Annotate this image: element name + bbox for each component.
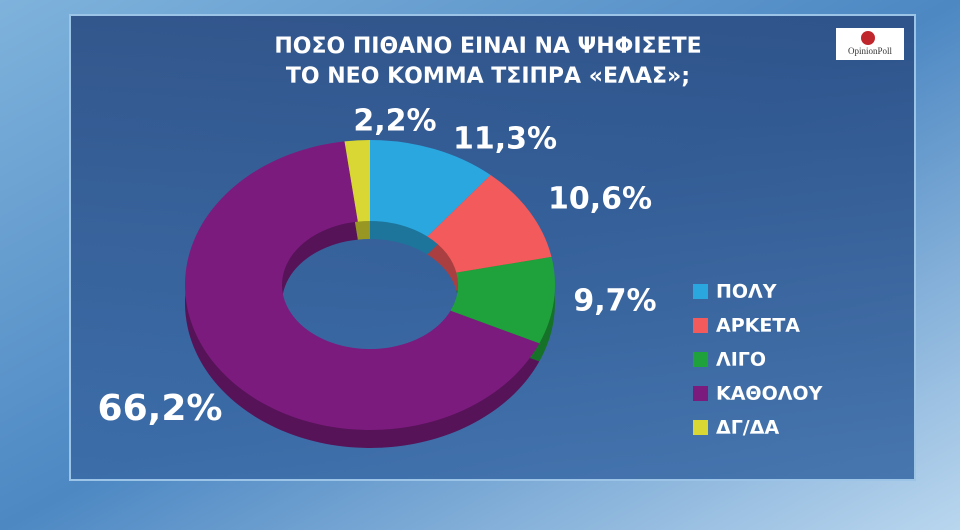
logo-text: OpinionPoll <box>848 46 893 56</box>
slice <box>370 140 491 237</box>
value-label: 10,6% <box>548 182 652 217</box>
slice <box>427 175 552 273</box>
donut <box>185 140 556 448</box>
legend-swatch <box>693 284 708 299</box>
logo-mark <box>861 31 875 45</box>
value-label: 2,2% <box>353 104 436 139</box>
value-label: 11,3% <box>453 122 557 157</box>
chart-title: ΠΟΣΟ ΠΙΘΑΝΟ ΕΙΝΑΙ ΝΑ ΨΗΦΙΣΕΤΕ <box>274 34 701 59</box>
chart-title: ΤΟ ΝΕΟ ΚΟΜΜΑ ΤΣΙΠΡΑ «ΕΛΑΣ»; <box>286 64 690 89</box>
legend-swatch <box>693 420 708 435</box>
legend-swatch <box>693 352 708 367</box>
legend-label: ΔΓ/ΔΑ <box>716 417 779 439</box>
slice <box>185 141 540 430</box>
legend-label: ΠΟΛΥ <box>716 281 777 303</box>
legend-swatch <box>693 318 708 333</box>
legend-swatch <box>693 386 708 401</box>
legend-label: ΚΑΘΟΛΟΥ <box>716 383 823 405</box>
slice <box>450 256 556 344</box>
legend-label: ΑΡΚΕΤΑ <box>716 315 800 337</box>
legend-label: ΛΙΓΟ <box>716 349 766 371</box>
value-label: 66,2% <box>98 388 223 429</box>
value-label: 9,7% <box>573 284 656 319</box>
slice <box>344 140 370 222</box>
